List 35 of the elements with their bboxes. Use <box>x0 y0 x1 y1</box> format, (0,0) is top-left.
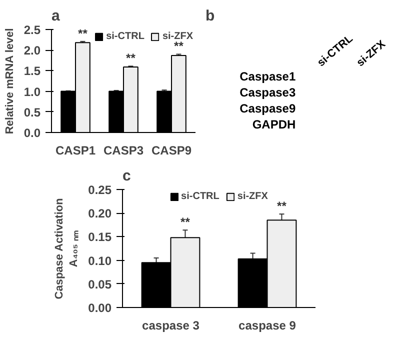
annotation: ** <box>180 215 190 230</box>
y-tick-label: 2.0 <box>24 44 41 58</box>
legend-label: si-ZFX <box>237 191 268 202</box>
y-tick-label: 0.5 <box>24 105 41 120</box>
x-tick-label: CASP9 <box>151 144 192 158</box>
y-tick-label: 0.0 <box>24 126 41 140</box>
category-label: Caspase9 <box>240 102 296 116</box>
y-tick-label: 1.5 <box>24 64 41 78</box>
y-axis-title: Relative mRNA level <box>4 28 16 134</box>
chart-title: c <box>122 168 131 184</box>
y-tick-label: 0.00 <box>88 301 112 315</box>
annotation: ** <box>78 26 88 40</box>
x-tick-label: caspase 3 <box>142 318 200 332</box>
y-tick-label: 1.0 <box>24 84 41 99</box>
y-tick-label: 0.05 <box>88 277 112 292</box>
legend-label: si-CTRL <box>106 31 144 42</box>
x-tick-label: caspase 9 <box>238 318 296 332</box>
y-axis-title: Caspase Activation A₄₀₅ ₙₘ <box>54 198 80 300</box>
category-label: GAPDH <box>252 118 296 132</box>
annotation: ** <box>174 39 184 54</box>
x-tick-label: CASP1 <box>55 144 96 158</box>
y-tick-label: 0.10 <box>88 254 112 268</box>
chart-title: a <box>52 8 60 24</box>
y-tick-label: 0.15 <box>88 230 112 244</box>
y-tick-label: 2.5 <box>24 23 41 37</box>
y-tick-label: 0.20 <box>88 206 112 221</box>
category-label: Caspase3 <box>240 86 296 100</box>
legend-label: si-ZFX <box>162 31 193 42</box>
y-tick-label: 0.25 <box>88 183 112 197</box>
annotation: ** <box>126 51 136 66</box>
annotation: ** <box>277 199 287 214</box>
category-label: Caspase1 <box>240 70 296 84</box>
text: b <box>206 8 215 24</box>
legend-label: si-CTRL <box>181 191 220 202</box>
x-tick-label: CASP3 <box>103 144 144 158</box>
